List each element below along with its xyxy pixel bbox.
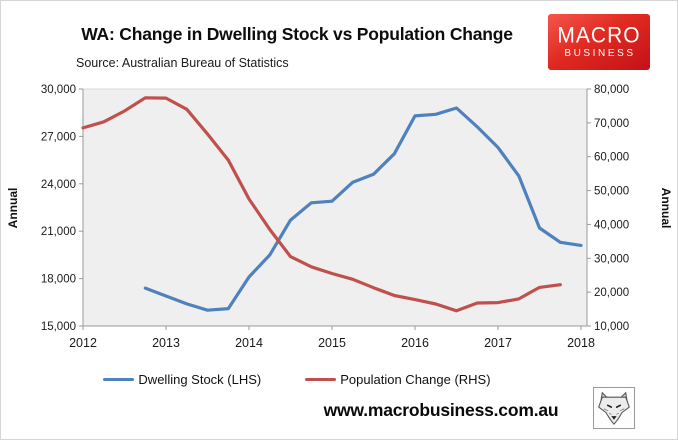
series-line-0 <box>143 106 583 312</box>
logo-business-text: BUSINESS <box>564 47 636 59</box>
right-axis-tick-label: 20,000 <box>594 287 629 299</box>
macrobusiness-logo: MACRO BUSINESS <box>548 14 650 70</box>
right-axis-tick-label: 40,000 <box>594 219 629 231</box>
wolf-logo <box>593 387 635 429</box>
right-axis-tick-label: 10,000 <box>594 321 629 333</box>
plot-area <box>82 88 588 327</box>
legend-label-population-change: Population Change (RHS) <box>340 372 491 387</box>
right-axis-tick-label: 80,000 <box>594 84 629 96</box>
legend-item-population-change: Population Change (RHS) <box>305 372 491 387</box>
left-axis-tick-label: 30,000 <box>41 84 76 96</box>
legend-label-dwelling-stock: Dwelling Stock (LHS) <box>138 372 262 387</box>
right-axis-tick-label: 30,000 <box>594 253 629 265</box>
x-axis-tick-label: 2015 <box>318 336 346 350</box>
dwelling-stock-line-swatch <box>103 377 135 382</box>
chart-legend: Dwelling Stock (LHS) Population Change (… <box>1 372 593 387</box>
x-axis-tick-label: 2016 <box>401 336 429 350</box>
left-axis-tick-label: 15,000 <box>41 321 76 333</box>
x-axis-tick-label: 2018 <box>567 336 595 350</box>
page-title: WA: Change in Dwelling Stock vs Populati… <box>81 24 513 44</box>
left-axis-tick-label: 27,000 <box>41 131 76 143</box>
legend-item-dwelling-stock: Dwelling Stock (LHS) <box>103 372 261 387</box>
right-axis-tick-label: 60,000 <box>594 152 629 164</box>
left-axis-tick-label: 18,000 <box>41 274 76 286</box>
wolf-logo-icon <box>598 391 630 425</box>
x-axis-tick-label: 2012 <box>69 336 97 350</box>
left-axis-title: Annual <box>6 188 20 229</box>
left-axis-tick-label: 21,000 <box>41 226 76 238</box>
population-change-line-swatch <box>305 377 337 382</box>
source-note: Source: Australian Bureau of Statistics <box>76 56 289 70</box>
x-axis-tick-label: 2014 <box>235 336 263 350</box>
series-line-1 <box>81 96 562 313</box>
right-axis-tick-label: 50,000 <box>594 186 629 198</box>
right-axis-tick-label: 70,000 <box>594 118 629 130</box>
x-axis-tick-label: 2013 <box>152 336 180 350</box>
site-url: www.macrobusiness.com.au <box>323 400 559 420</box>
right-axis-title: Annual <box>659 188 673 229</box>
logo-macro-text: MACRO <box>557 22 641 48</box>
x-axis-tick-label: 2017 <box>484 336 512 350</box>
left-axis-tick-label: 24,000 <box>41 179 76 191</box>
